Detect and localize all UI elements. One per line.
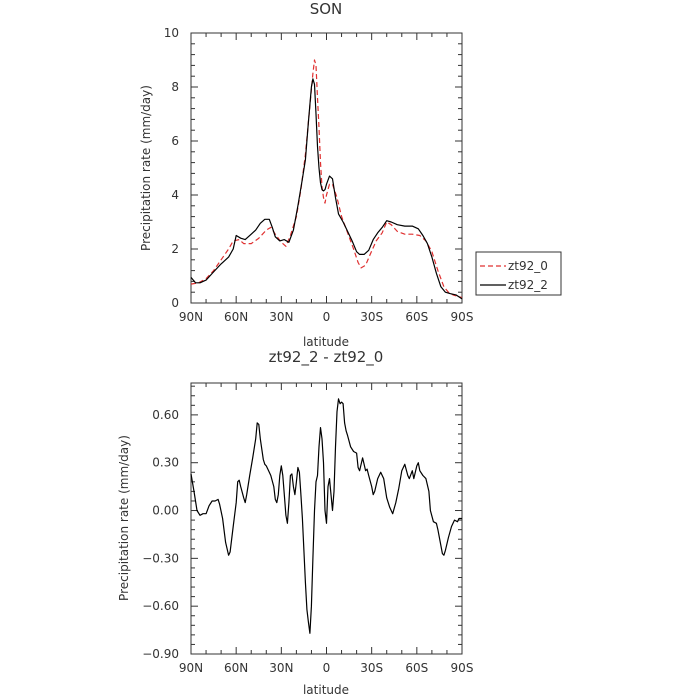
bottom-chart-title: zt92_2 - zt92_0 bbox=[269, 348, 384, 367]
y-tick-label: 0 bbox=[171, 296, 179, 310]
legend-label-zt92-2: zt92_2 bbox=[508, 278, 548, 292]
series-line-difference bbox=[190, 398, 462, 634]
top-chart-title: SON bbox=[310, 0, 343, 18]
x-tick-label: 30S bbox=[360, 661, 383, 675]
x-tick-label: 30S bbox=[360, 310, 383, 324]
top-series-lines bbox=[190, 59, 463, 300]
y-tick-label: 4 bbox=[171, 188, 179, 202]
series-line-zt92-0 bbox=[190, 59, 463, 299]
bottom-series-lines bbox=[190, 398, 462, 634]
top-plot-frame bbox=[190, 32, 463, 304]
y-tick-label: 10 bbox=[164, 26, 179, 40]
x-tick-label: 90N bbox=[179, 310, 203, 324]
bottom-ticks: 90N 60N 30N 0 30S 60S 90S −0.90 −0.60 −0.30 0.00 0.… bbox=[142, 383, 473, 675]
y-tick-label: 8 bbox=[171, 80, 179, 94]
bottom-y-axis-label: Precipitation rate (mm/day) bbox=[117, 435, 131, 601]
panel-precip-difference: zt92_2 - zt92_0 90N 60N 30N 0 30S 60S 90S −0.90… bbox=[117, 348, 473, 697]
legend: zt92_0 zt92_2 bbox=[475, 251, 562, 296]
x-tick-label: 60N bbox=[224, 661, 248, 675]
top-y-axis-label: Precipitation rate (mm/day) bbox=[139, 85, 153, 251]
y-tick-label: 0.30 bbox=[152, 456, 179, 470]
y-tick-label: −0.30 bbox=[142, 551, 179, 565]
x-tick-label: 60S bbox=[405, 310, 428, 324]
x-tick-label: 90N bbox=[179, 661, 203, 675]
x-tick-label: 60S bbox=[405, 661, 428, 675]
top-ticks: 90N 60N 30N 0 30S 60S 90S 0 2 4 6 8 10 bbox=[164, 26, 474, 324]
y-tick-label: 2 bbox=[171, 242, 179, 256]
x-tick-label: 0 bbox=[323, 661, 331, 675]
y-tick-label: 0.00 bbox=[152, 504, 179, 518]
y-tick-label: −0.90 bbox=[142, 647, 179, 661]
y-tick-label: 6 bbox=[171, 134, 179, 148]
x-tick-label: 30N bbox=[269, 310, 293, 324]
legend-label-zt92-0: zt92_0 bbox=[508, 259, 548, 273]
top-x-axis-label: latitude bbox=[303, 335, 349, 349]
x-tick-label: 60N bbox=[224, 310, 248, 324]
y-tick-label: −0.60 bbox=[142, 599, 179, 613]
legend-box bbox=[475, 251, 562, 296]
y-tick-label: 0.60 bbox=[152, 408, 179, 422]
x-tick-label: 0 bbox=[323, 310, 331, 324]
series-line-zt92-2 bbox=[190, 78, 463, 300]
x-tick-label: 30N bbox=[269, 661, 293, 675]
bottom-x-axis-label: latitude bbox=[303, 683, 349, 697]
x-tick-label: 90S bbox=[451, 661, 474, 675]
x-tick-label: 90S bbox=[451, 310, 474, 324]
